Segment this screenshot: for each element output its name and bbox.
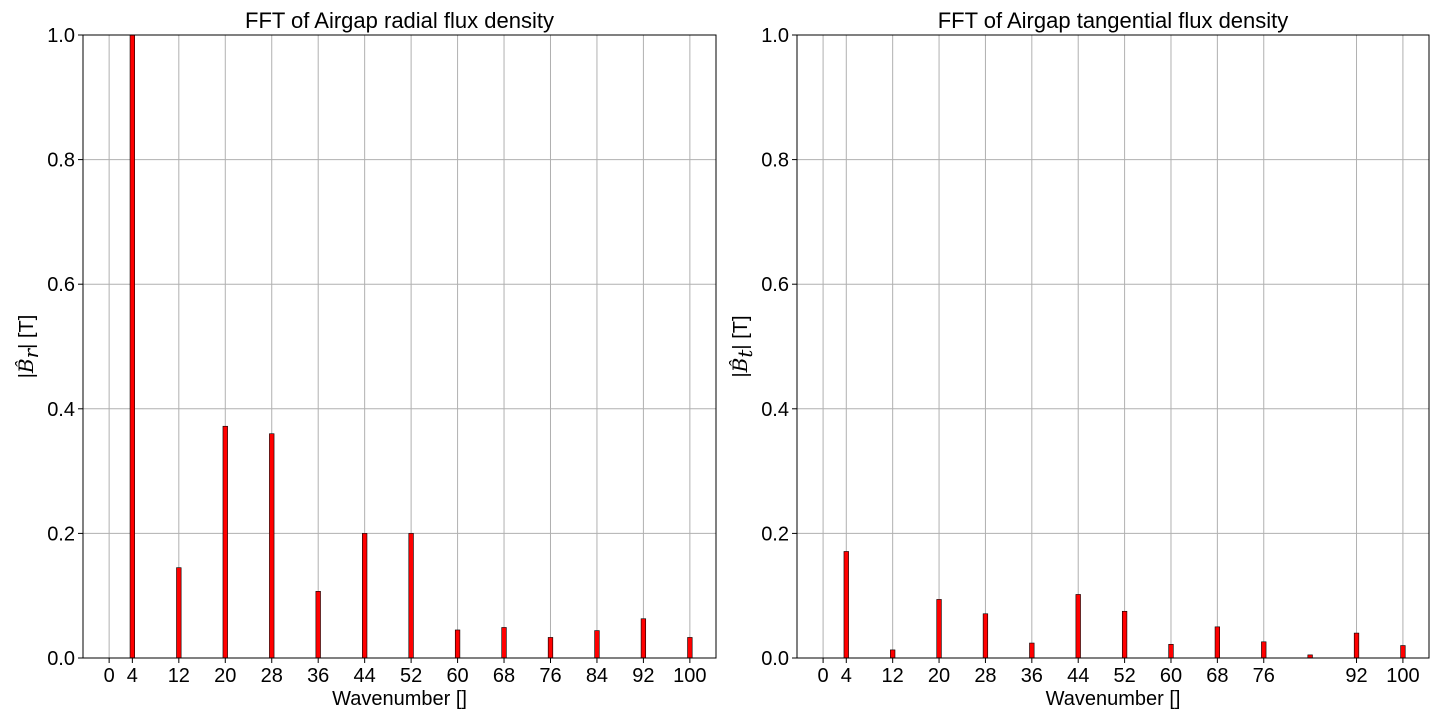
y-label-bar-close: | [T] xyxy=(730,315,752,349)
x-tick-label: 52 xyxy=(400,665,422,687)
x-tick-label: 12 xyxy=(168,665,190,687)
y-label-subscript: t xyxy=(733,349,757,358)
x-tick-label: 20 xyxy=(928,665,950,687)
x-tick-label: 44 xyxy=(354,665,376,687)
bar xyxy=(501,627,507,659)
bar xyxy=(687,637,693,659)
y-axis-label: |B̂t| [T] xyxy=(728,315,757,377)
x-tick-label: 76 xyxy=(1253,665,1275,687)
axes-frame xyxy=(796,34,1430,659)
y-label-bar-open: | xyxy=(730,372,752,377)
y-tick-label: 0.2 xyxy=(761,523,789,545)
x-axis-label: Wavenumber [] xyxy=(332,688,467,710)
y-tick-label: 0.8 xyxy=(761,150,789,172)
y-label-subscript: r xyxy=(19,347,43,358)
bar xyxy=(269,433,275,659)
bar xyxy=(982,613,989,659)
x-tick-label: 68 xyxy=(493,665,515,687)
bar xyxy=(843,551,849,659)
bar xyxy=(176,567,182,659)
y-tick-label: 0.6 xyxy=(761,274,789,296)
x-tick-label: 60 xyxy=(1160,665,1182,687)
y-label-symbol: B̂ xyxy=(14,358,38,374)
bar xyxy=(129,34,135,659)
bar xyxy=(890,649,896,659)
chart-panel-1: 0 4 12 20 28 36 44 52 60 68 76 84 92 100 0.0 0.2 0.4 0.6 0… xyxy=(14,8,717,710)
x-tick-label: 12 xyxy=(882,665,904,687)
x-tick-label: 84 xyxy=(586,665,608,687)
bar xyxy=(222,425,228,659)
bar xyxy=(362,533,368,659)
x-tick-label: 0 xyxy=(818,665,829,687)
bar xyxy=(1075,594,1081,659)
x-tick-label: 60 xyxy=(446,665,468,687)
y-tick-label: 1.0 xyxy=(761,25,789,47)
bar xyxy=(315,591,321,659)
axes-frame xyxy=(82,34,717,659)
chart-panel-2: 0 4 12 20 28 36 44 52 60 68 76 92 100 0.0 0.2 0.4 0.6 0.8… xyxy=(728,8,1430,710)
x-axis-label: Wavenumber [] xyxy=(1046,688,1181,710)
x-tick-label: 28 xyxy=(261,665,283,687)
y-tick-label: 0.2 xyxy=(47,523,75,545)
y-tick-label: 0.0 xyxy=(47,648,75,670)
bar xyxy=(1400,645,1406,659)
y-tick-label: 1.0 xyxy=(47,25,75,47)
x-tick-label: 0 xyxy=(104,665,115,687)
y-label-bar-open: | xyxy=(16,373,38,378)
bar xyxy=(1261,641,1267,659)
bar xyxy=(1029,642,1035,659)
bar xyxy=(1121,610,1128,659)
y-tick-label: 0.0 xyxy=(761,648,789,670)
x-tick-label: 36 xyxy=(1021,665,1043,687)
x-tick-label: 92 xyxy=(632,665,654,687)
x-tick-label: 100 xyxy=(673,665,706,687)
bar xyxy=(408,533,414,659)
bar xyxy=(1353,632,1360,659)
bar xyxy=(1168,643,1174,659)
bar xyxy=(936,599,942,659)
bar xyxy=(594,630,600,659)
x-tick-label: 52 xyxy=(1113,665,1135,687)
x-tick-label: 4 xyxy=(841,665,852,687)
bar xyxy=(547,637,554,659)
y-axis-label: |B̂r| [T] xyxy=(14,315,43,379)
bar xyxy=(640,618,647,659)
chart-title: FFT of Airgap tangential flux density xyxy=(938,8,1289,33)
x-tick-label: 20 xyxy=(214,665,236,687)
x-tick-label: 76 xyxy=(539,665,561,687)
y-tick-label: 0.4 xyxy=(47,399,75,421)
y-tick-label: 0.8 xyxy=(47,150,75,172)
x-tick-label: 28 xyxy=(974,665,996,687)
x-tick-label: 68 xyxy=(1206,665,1228,687)
x-tick-label: 100 xyxy=(1386,665,1419,687)
x-tick-label: 44 xyxy=(1067,665,1089,687)
bar xyxy=(1214,626,1220,659)
y-tick-label: 0.4 xyxy=(761,399,789,421)
x-tick-label: 4 xyxy=(127,665,138,687)
chart-title: FFT of Airgap radial flux density xyxy=(245,8,554,33)
y-label-bar-close: | [T] xyxy=(16,315,38,349)
bar xyxy=(454,629,461,659)
y-tick-label: 0.6 xyxy=(47,274,75,296)
x-tick-label: 92 xyxy=(1345,665,1367,687)
x-tick-label: 36 xyxy=(307,665,329,687)
y-label-symbol: B̂ xyxy=(728,358,752,374)
